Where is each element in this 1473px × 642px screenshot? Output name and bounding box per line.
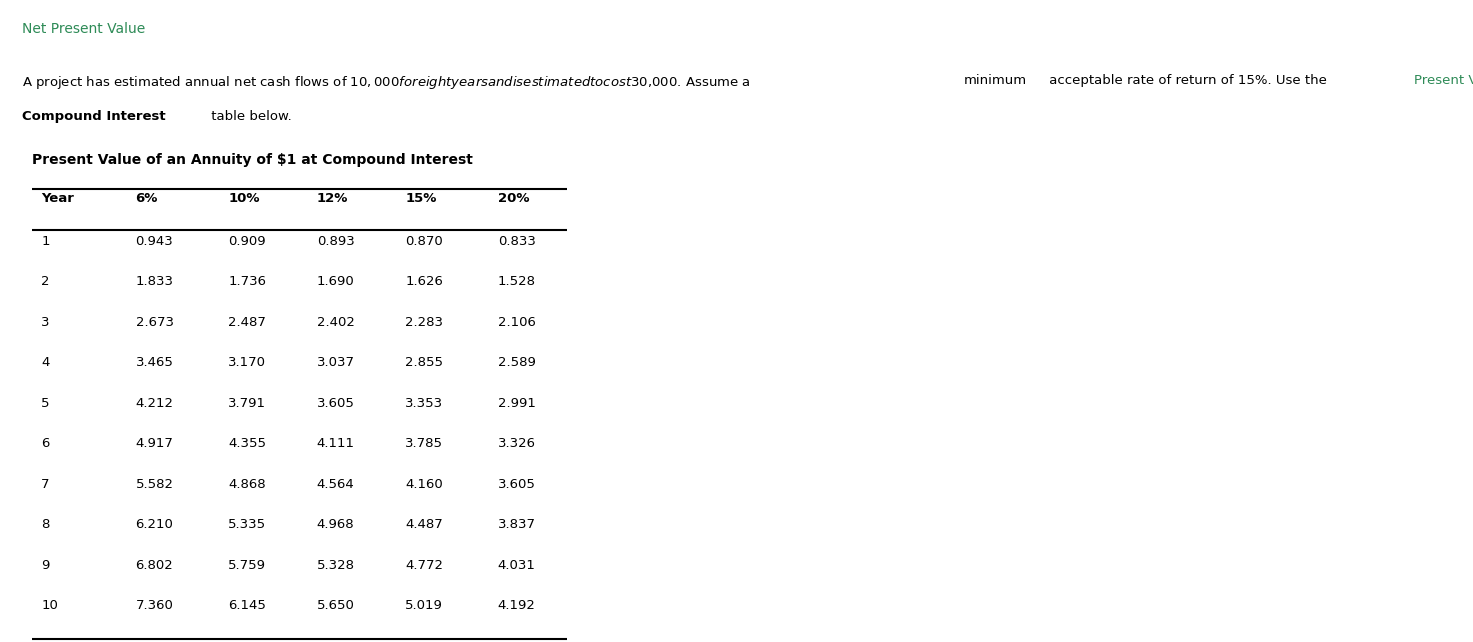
Text: 1.528: 1.528 bbox=[498, 275, 536, 288]
Text: 1.736: 1.736 bbox=[228, 275, 267, 288]
Text: Present Value of an Annuity: Present Value of an Annuity bbox=[1414, 74, 1473, 87]
Text: 0.943: 0.943 bbox=[136, 235, 174, 248]
Text: 4.160: 4.160 bbox=[405, 478, 443, 490]
Text: 6.210: 6.210 bbox=[136, 518, 174, 531]
Text: 15%: 15% bbox=[405, 192, 436, 205]
Text: 5.650: 5.650 bbox=[317, 599, 355, 612]
Text: 1.833: 1.833 bbox=[136, 275, 174, 288]
Text: 0.909: 0.909 bbox=[228, 235, 267, 248]
Text: 2.855: 2.855 bbox=[405, 356, 443, 369]
Text: 0.833: 0.833 bbox=[498, 235, 536, 248]
Text: 12%: 12% bbox=[317, 192, 348, 205]
Text: minimum: minimum bbox=[963, 74, 1027, 87]
Text: A project has estimated annual net cash flows of $10,000 for eight years and is : A project has estimated annual net cash … bbox=[22, 74, 751, 91]
Text: 4: 4 bbox=[41, 356, 50, 369]
Text: 3.465: 3.465 bbox=[136, 356, 174, 369]
Text: 3.326: 3.326 bbox=[498, 437, 536, 450]
Text: 5.335: 5.335 bbox=[228, 518, 267, 531]
Text: 3.605: 3.605 bbox=[498, 478, 536, 490]
Text: 4.111: 4.111 bbox=[317, 437, 355, 450]
Text: 0.893: 0.893 bbox=[317, 235, 355, 248]
Text: table below.: table below. bbox=[208, 110, 292, 123]
Text: 2.283: 2.283 bbox=[405, 316, 443, 329]
Text: 2.673: 2.673 bbox=[136, 316, 174, 329]
Text: 8: 8 bbox=[41, 518, 50, 531]
Text: 10: 10 bbox=[41, 599, 57, 612]
Text: 5.019: 5.019 bbox=[405, 599, 443, 612]
Text: 4.564: 4.564 bbox=[317, 478, 355, 490]
Text: 6%: 6% bbox=[136, 192, 158, 205]
Text: 3.353: 3.353 bbox=[405, 397, 443, 410]
Text: 2.402: 2.402 bbox=[317, 316, 355, 329]
Text: 1: 1 bbox=[41, 235, 50, 248]
Text: 4.917: 4.917 bbox=[136, 437, 174, 450]
Text: 2.487: 2.487 bbox=[228, 316, 267, 329]
Text: acceptable rate of return of 15%. Use the: acceptable rate of return of 15%. Use th… bbox=[1046, 74, 1332, 87]
Text: 4.772: 4.772 bbox=[405, 559, 443, 571]
Text: Compound Interest: Compound Interest bbox=[22, 110, 166, 123]
Text: 3.037: 3.037 bbox=[317, 356, 355, 369]
Text: 4.192: 4.192 bbox=[498, 599, 536, 612]
Text: 1.690: 1.690 bbox=[317, 275, 355, 288]
Text: 5.582: 5.582 bbox=[136, 478, 174, 490]
Text: 4.968: 4.968 bbox=[317, 518, 355, 531]
Text: 2.106: 2.106 bbox=[498, 316, 536, 329]
Text: 2.589: 2.589 bbox=[498, 356, 536, 369]
Text: 4.868: 4.868 bbox=[228, 478, 267, 490]
Text: 5.328: 5.328 bbox=[317, 559, 355, 571]
Text: 0.870: 0.870 bbox=[405, 235, 443, 248]
Text: 10%: 10% bbox=[228, 192, 259, 205]
Text: 3.170: 3.170 bbox=[228, 356, 267, 369]
Text: 1.626: 1.626 bbox=[405, 275, 443, 288]
Text: 3: 3 bbox=[41, 316, 50, 329]
Text: 20%: 20% bbox=[498, 192, 529, 205]
Text: 2.991: 2.991 bbox=[498, 397, 536, 410]
Text: Year: Year bbox=[41, 192, 74, 205]
Text: 4.487: 4.487 bbox=[405, 518, 443, 531]
Text: 5: 5 bbox=[41, 397, 50, 410]
Text: 6.145: 6.145 bbox=[228, 599, 267, 612]
Text: 3.837: 3.837 bbox=[498, 518, 536, 531]
Text: 6.802: 6.802 bbox=[136, 559, 174, 571]
Text: 2: 2 bbox=[41, 275, 50, 288]
Text: 5.759: 5.759 bbox=[228, 559, 267, 571]
Text: 3.785: 3.785 bbox=[405, 437, 443, 450]
Text: Present Value of an Annuity of $1 at Compound Interest: Present Value of an Annuity of $1 at Com… bbox=[32, 153, 473, 167]
Text: 4.355: 4.355 bbox=[228, 437, 267, 450]
Text: 7: 7 bbox=[41, 478, 50, 490]
Text: 9: 9 bbox=[41, 559, 50, 571]
Text: Net Present Value: Net Present Value bbox=[22, 22, 146, 37]
Text: 7.360: 7.360 bbox=[136, 599, 174, 612]
Text: 4.031: 4.031 bbox=[498, 559, 536, 571]
Text: 3.791: 3.791 bbox=[228, 397, 267, 410]
Text: 3.605: 3.605 bbox=[317, 397, 355, 410]
Text: 4.212: 4.212 bbox=[136, 397, 174, 410]
Text: 6: 6 bbox=[41, 437, 50, 450]
